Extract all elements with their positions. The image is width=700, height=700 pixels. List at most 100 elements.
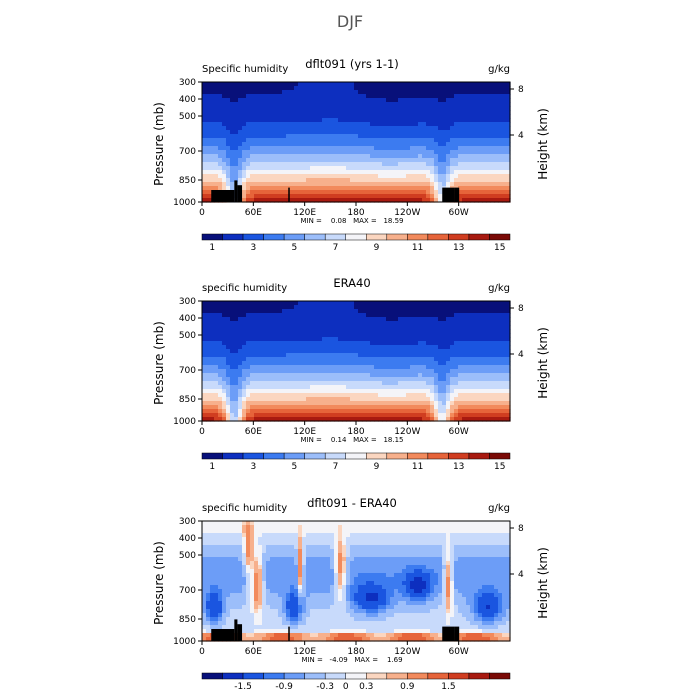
heatmap-cell	[250, 305, 255, 310]
heatmap-cell	[318, 305, 323, 310]
heatmap-cell	[474, 393, 479, 398]
heatmap-cell	[418, 110, 423, 115]
heatmap-cell	[226, 126, 231, 131]
heatmap-cell	[334, 373, 339, 378]
heatmap-cell	[342, 142, 347, 147]
heatmap-cell	[342, 345, 347, 350]
heatmap-cell	[342, 365, 347, 370]
heatmap-cell	[502, 122, 507, 127]
heatmap-cell	[390, 118, 395, 123]
heatmap-cell	[478, 349, 483, 354]
heatmap-cell	[322, 142, 327, 147]
heatmap-cell	[294, 353, 299, 358]
heatmap-cell	[310, 190, 315, 195]
heatmap-cell	[390, 102, 395, 107]
heatmap-cell	[450, 301, 455, 306]
heatmap-cell	[466, 126, 471, 131]
heatmap-cell	[218, 174, 223, 179]
heatmap-cell	[342, 190, 347, 195]
heatmap-cell	[366, 337, 371, 342]
heatmap-cell	[250, 349, 255, 354]
heatmap-cell	[406, 381, 411, 386]
heatmap-cell	[226, 174, 231, 179]
heatmap-cell	[250, 361, 255, 366]
heatmap-cell	[262, 102, 267, 107]
colorbar-label: 15	[494, 243, 505, 253]
heatmap-cell	[410, 166, 415, 171]
heatmap-cell	[462, 146, 467, 151]
heatmap-cell	[498, 190, 503, 195]
heatmap-cell	[318, 130, 323, 135]
heatmap-cell	[330, 317, 335, 322]
heatmap-cell	[230, 130, 235, 135]
heatmap-cell	[366, 417, 371, 422]
heatmap-cell	[222, 345, 227, 350]
heatmap-cell	[410, 90, 415, 95]
heatmap-cell	[446, 98, 451, 103]
colorbar-swatch	[407, 452, 429, 460]
heatmap-cell	[434, 345, 439, 350]
heatmap-cell	[226, 533, 231, 538]
heatmap-cell	[290, 317, 295, 322]
heatmap-cell	[434, 98, 439, 103]
heatmap-cell	[434, 154, 439, 159]
heatmap-cell	[290, 186, 295, 191]
heatmap-cell	[466, 525, 471, 530]
heatmap-cell	[466, 397, 471, 402]
heatmap-cell	[418, 525, 423, 530]
heatmap-cell	[414, 150, 419, 155]
heatmap-cell	[302, 357, 307, 362]
heatmap-cell	[338, 102, 343, 107]
heatmap-cell	[262, 329, 267, 334]
heatmap-cell	[458, 174, 463, 179]
heatmap-cell	[414, 417, 419, 422]
heatmap-cell	[290, 82, 295, 87]
heatmap-cell	[238, 417, 243, 422]
heatmap-cell	[390, 166, 395, 171]
heatmap-cell	[282, 198, 287, 203]
heatmap-cell	[246, 102, 251, 107]
heatmap-cell	[290, 529, 295, 534]
heatmap-cell	[230, 118, 235, 123]
heatmap-cell	[226, 369, 231, 374]
heatmap-cell	[298, 158, 303, 163]
heatmap-cell	[310, 353, 315, 358]
heatmap-cell	[354, 130, 359, 135]
heatmap-cell	[450, 337, 455, 342]
heatmap-cell	[482, 393, 487, 398]
heatmap-cell	[426, 86, 431, 91]
heatmap-cell	[434, 405, 439, 410]
heatmap-cell	[394, 337, 399, 342]
heatmap-cell	[446, 110, 451, 115]
heatmap-cell	[490, 86, 495, 91]
heatmap-cell	[450, 525, 455, 530]
heatmap-cell	[290, 333, 295, 338]
heatmap-cell	[270, 82, 275, 87]
heatmap-cell	[418, 301, 423, 306]
heatmap-cell	[338, 413, 343, 418]
heatmap-cell	[246, 389, 251, 394]
heatmap-cell	[222, 110, 227, 115]
heatmap-cell	[434, 321, 439, 326]
heatmap-cell	[390, 98, 395, 103]
heatmap-cell	[310, 305, 315, 310]
heatmap-cell	[374, 118, 379, 123]
heatmap-cell	[354, 345, 359, 350]
heatmap-cell	[234, 357, 239, 362]
heatmap-cell	[378, 182, 383, 187]
heatmap-cell	[326, 134, 331, 139]
heatmap-cell	[294, 317, 299, 322]
heatmap-cell	[326, 361, 331, 366]
heatmap-cell	[302, 118, 307, 123]
heatmap-cell	[474, 521, 479, 526]
heatmap-cell	[490, 365, 495, 370]
heatmap-cell	[278, 313, 283, 318]
heatmap-cell	[286, 142, 291, 147]
heatmap-cell	[506, 186, 511, 191]
heatmap-cell	[486, 409, 491, 414]
heatmap-cell	[286, 317, 291, 322]
heatmap-cell	[298, 130, 303, 135]
heatmap-cell	[430, 102, 435, 107]
heatmap-cell	[258, 150, 263, 155]
heatmap-cell	[478, 529, 483, 534]
